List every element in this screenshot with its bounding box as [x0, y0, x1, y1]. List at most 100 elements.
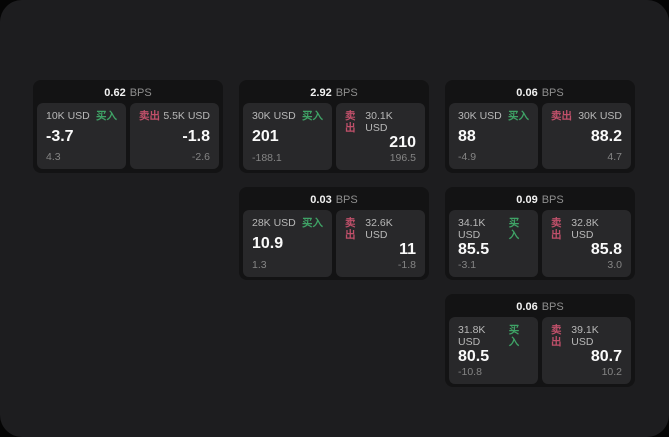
sell-price: 85.8: [590, 241, 622, 258]
sell-sub-value: 196.5: [389, 152, 416, 164]
buy-side-label: 买入: [508, 217, 520, 241]
buy-sub-value: -4.9: [458, 151, 477, 163]
bps-header: 0.06 BPS: [449, 297, 631, 317]
buy-tile-header: 31.8K USD 买入: [458, 324, 529, 348]
quote-card: 2.92 BPS 30K USD 买入 201 -188.1 卖出 30.1K …: [239, 80, 429, 173]
sell-sub-value: 4.7: [607, 151, 622, 163]
buy-amount: 34.1K USD: [458, 217, 486, 241]
sell-tile-header: 卖出 39.1K USD: [551, 324, 622, 348]
buy-quote-tile[interactable]: 30K USD 买入 201 -188.1: [243, 103, 332, 170]
bps-unit: BPS: [541, 87, 564, 99]
buy-sub-value: 4.3: [46, 151, 61, 163]
buy-tile-header: 28K USD 买入: [252, 217, 323, 229]
sell-tile-header: 卖出 30.1K USD: [345, 110, 416, 134]
buy-sub-value: 1.3: [252, 259, 267, 271]
quote-card-body: 30K USD 买入 88 -4.9 卖出 30K USD 88.2 4.7: [449, 103, 631, 169]
buy-price: 201: [252, 128, 279, 145]
sell-quote-tile[interactable]: 卖出 32.6K USD 11 -1.8: [336, 210, 425, 277]
sell-quote-tile[interactable]: 卖出 30.1K USD 210 196.5: [336, 103, 425, 170]
buy-tile-header: 30K USD 买入: [458, 110, 529, 122]
buy-price: -3.7: [46, 127, 74, 145]
quote-card-body: 34.1K USD 买入 85.5 -3.1 卖出 32.8K USD 85.8…: [449, 210, 631, 277]
sell-side-label: 卖出: [551, 217, 562, 241]
quote-card: 0.09 BPS 34.1K USD 买入 85.5 -3.1 卖出 32.8K…: [445, 187, 635, 280]
sell-side-label: 卖出: [345, 217, 356, 241]
buy-quote-tile[interactable]: 10K USD 买入 -3.7 4.3: [37, 103, 126, 169]
buy-side-label: 买入: [302, 217, 323, 229]
bps-value: 0.06: [516, 87, 538, 99]
sell-price: 11: [399, 241, 416, 258]
sell-amount: 32.8K USD: [571, 217, 599, 241]
buy-sub-value: -3.1: [458, 259, 477, 271]
sell-side-label: 卖出: [551, 324, 562, 348]
bps-value: 0.06: [516, 301, 538, 313]
quote-card-grid: 0.62 BPS 10K USD 买入 -3.7 4.3 卖出 5.5K USD: [33, 80, 635, 387]
quote-card-body: 31.8K USD 买入 80.5 -10.8 卖出 39.1K USD 80.…: [449, 317, 631, 384]
sell-tile-header: 卖出 32.8K USD: [551, 217, 622, 241]
quote-card-body: 10K USD 买入 -3.7 4.3 卖出 5.5K USD -1.8 -2.…: [37, 103, 219, 169]
quote-card: 0.62 BPS 10K USD 买入 -3.7 4.3 卖出 5.5K USD: [33, 80, 223, 173]
sell-price: 210: [389, 134, 416, 151]
buy-quote-tile[interactable]: 28K USD 买入 10.9 1.3: [243, 210, 332, 277]
quote-card-body: 28K USD 买入 10.9 1.3 卖出 32.6K USD 11 -1.8: [243, 210, 425, 277]
quote-card: 0.06 BPS 30K USD 买入 88 -4.9 卖出 30K USD: [445, 80, 635, 173]
sell-side-label: 卖出: [551, 110, 572, 122]
bps-unit: BPS: [129, 87, 152, 99]
buy-price: 85.5: [458, 241, 490, 258]
sell-quote-tile[interactable]: 卖出 32.8K USD 85.8 3.0: [542, 210, 631, 277]
sell-price: -1.8: [182, 127, 210, 145]
buy-tile-header: 30K USD 买入: [252, 110, 323, 122]
buy-sub-value: -188.1: [252, 152, 282, 164]
buy-quote-tile[interactable]: 30K USD 买入 88 -4.9: [449, 103, 538, 169]
bps-unit: BPS: [335, 194, 358, 206]
sell-quote-tile[interactable]: 卖出 39.1K USD 80.7 10.2: [542, 317, 631, 384]
sell-side-label: 卖出: [139, 110, 160, 122]
buy-tile-header: 34.1K USD 买入: [458, 217, 529, 241]
buy-quote-tile[interactable]: 34.1K USD 买入 85.5 -3.1: [449, 210, 538, 277]
bps-header: 2.92 BPS: [243, 83, 425, 103]
buy-amount: 30K USD: [458, 110, 502, 122]
buy-price: 10.9: [252, 235, 284, 252]
sell-amount: 30.1K USD: [365, 110, 393, 134]
bps-value: 0.09: [516, 194, 538, 206]
buy-quote-tile[interactable]: 31.8K USD 买入 80.5 -10.8: [449, 317, 538, 384]
sell-amount: 30K USD: [578, 110, 622, 122]
bps-header: 0.06 BPS: [449, 83, 631, 103]
quote-card: 0.03 BPS 28K USD 买入 10.9 1.3 卖出 32.6K US…: [239, 187, 429, 280]
sell-sub-value: -2.6: [191, 151, 210, 163]
bps-header: 0.03 BPS: [243, 190, 425, 210]
sell-side-label: 卖出: [345, 110, 356, 134]
sell-tile-header: 卖出 5.5K USD: [139, 110, 210, 122]
sell-sub-value: 10.2: [601, 366, 622, 378]
bps-value: 0.62: [104, 87, 126, 99]
bps-unit: BPS: [335, 87, 358, 99]
sell-quote-tile[interactable]: 卖出 30K USD 88.2 4.7: [542, 103, 631, 169]
buy-amount: 28K USD: [252, 217, 296, 229]
buy-sub-value: -10.8: [458, 366, 482, 378]
sell-price: 88.2: [590, 127, 622, 145]
sell-sub-value: -1.8: [397, 259, 416, 271]
sell-tile-header: 卖出 30K USD: [551, 110, 622, 122]
sell-amount: 32.6K USD: [365, 217, 393, 241]
sell-price: 80.7: [590, 348, 622, 365]
sell-tile-header: 卖出 32.6K USD: [345, 217, 416, 241]
sell-sub-value: 3.0: [607, 259, 622, 271]
sell-amount: 39.1K USD: [571, 324, 599, 348]
buy-side-label: 买入: [508, 110, 529, 122]
buy-tile-header: 10K USD 买入: [46, 110, 117, 122]
bps-unit: BPS: [541, 194, 564, 206]
buy-side-label: 买入: [96, 110, 117, 122]
buy-amount: 30K USD: [252, 110, 296, 122]
buy-amount: 10K USD: [46, 110, 90, 122]
bps-unit: BPS: [541, 301, 564, 313]
sell-quote-tile[interactable]: 卖出 5.5K USD -1.8 -2.6: [130, 103, 219, 169]
buy-side-label: 买入: [508, 324, 520, 348]
bps-header: 0.09 BPS: [449, 190, 631, 210]
buy-side-label: 买入: [302, 110, 323, 122]
buy-amount: 31.8K USD: [458, 324, 486, 348]
bps-value: 0.03: [310, 194, 332, 206]
quote-card-body: 30K USD 买入 201 -188.1 卖出 30.1K USD 210 1…: [243, 103, 425, 170]
quote-card: 0.06 BPS 31.8K USD 买入 80.5 -10.8 卖出 39.1…: [445, 294, 635, 387]
buy-price: 80.5: [458, 348, 490, 365]
